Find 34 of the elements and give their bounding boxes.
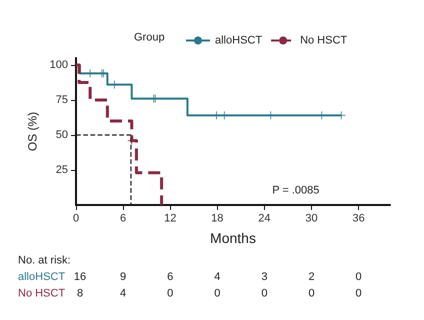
y-tick-label: 50 xyxy=(56,129,68,141)
text: 0 xyxy=(261,288,268,300)
text: No. at risk: xyxy=(18,254,71,266)
legend-label: alloHSCT xyxy=(215,34,262,46)
legend-title: Group xyxy=(134,32,165,44)
x-tick-label: 18 xyxy=(211,212,224,224)
text: No HSCT xyxy=(18,288,66,300)
x-tick-label: 30 xyxy=(305,212,318,224)
text: alloHSCT xyxy=(18,271,66,283)
x-axis-title: Months xyxy=(210,230,256,246)
x-tick-label: 24 xyxy=(258,212,271,224)
text: 0 xyxy=(308,288,315,300)
x-tick-label: 12 xyxy=(164,212,176,224)
text: 0 xyxy=(167,288,174,300)
text: 3 xyxy=(261,271,268,283)
text: 0 xyxy=(214,288,220,300)
x-tick-label: 6 xyxy=(120,212,126,224)
text: 0 xyxy=(356,271,362,283)
text: 2 xyxy=(308,271,315,283)
legend-label: No HSCT xyxy=(300,34,348,46)
text: 8 xyxy=(76,288,84,300)
annotation: P = .0085 xyxy=(272,184,320,196)
text: 6 xyxy=(167,271,174,283)
text: 0 xyxy=(356,288,362,300)
text: 4 xyxy=(214,271,220,283)
y-tick-label: 25 xyxy=(56,164,68,176)
x-tick-label: 36 xyxy=(352,212,365,224)
y-axis-title: OS (%) xyxy=(26,112,40,152)
y-tick-label: 75 xyxy=(56,94,68,106)
y-tick-label: 100 xyxy=(50,59,68,71)
x-tick-label: 0 xyxy=(72,212,80,224)
text: 9 xyxy=(120,271,126,283)
text: 16 xyxy=(74,271,86,283)
text: 4 xyxy=(120,288,126,300)
